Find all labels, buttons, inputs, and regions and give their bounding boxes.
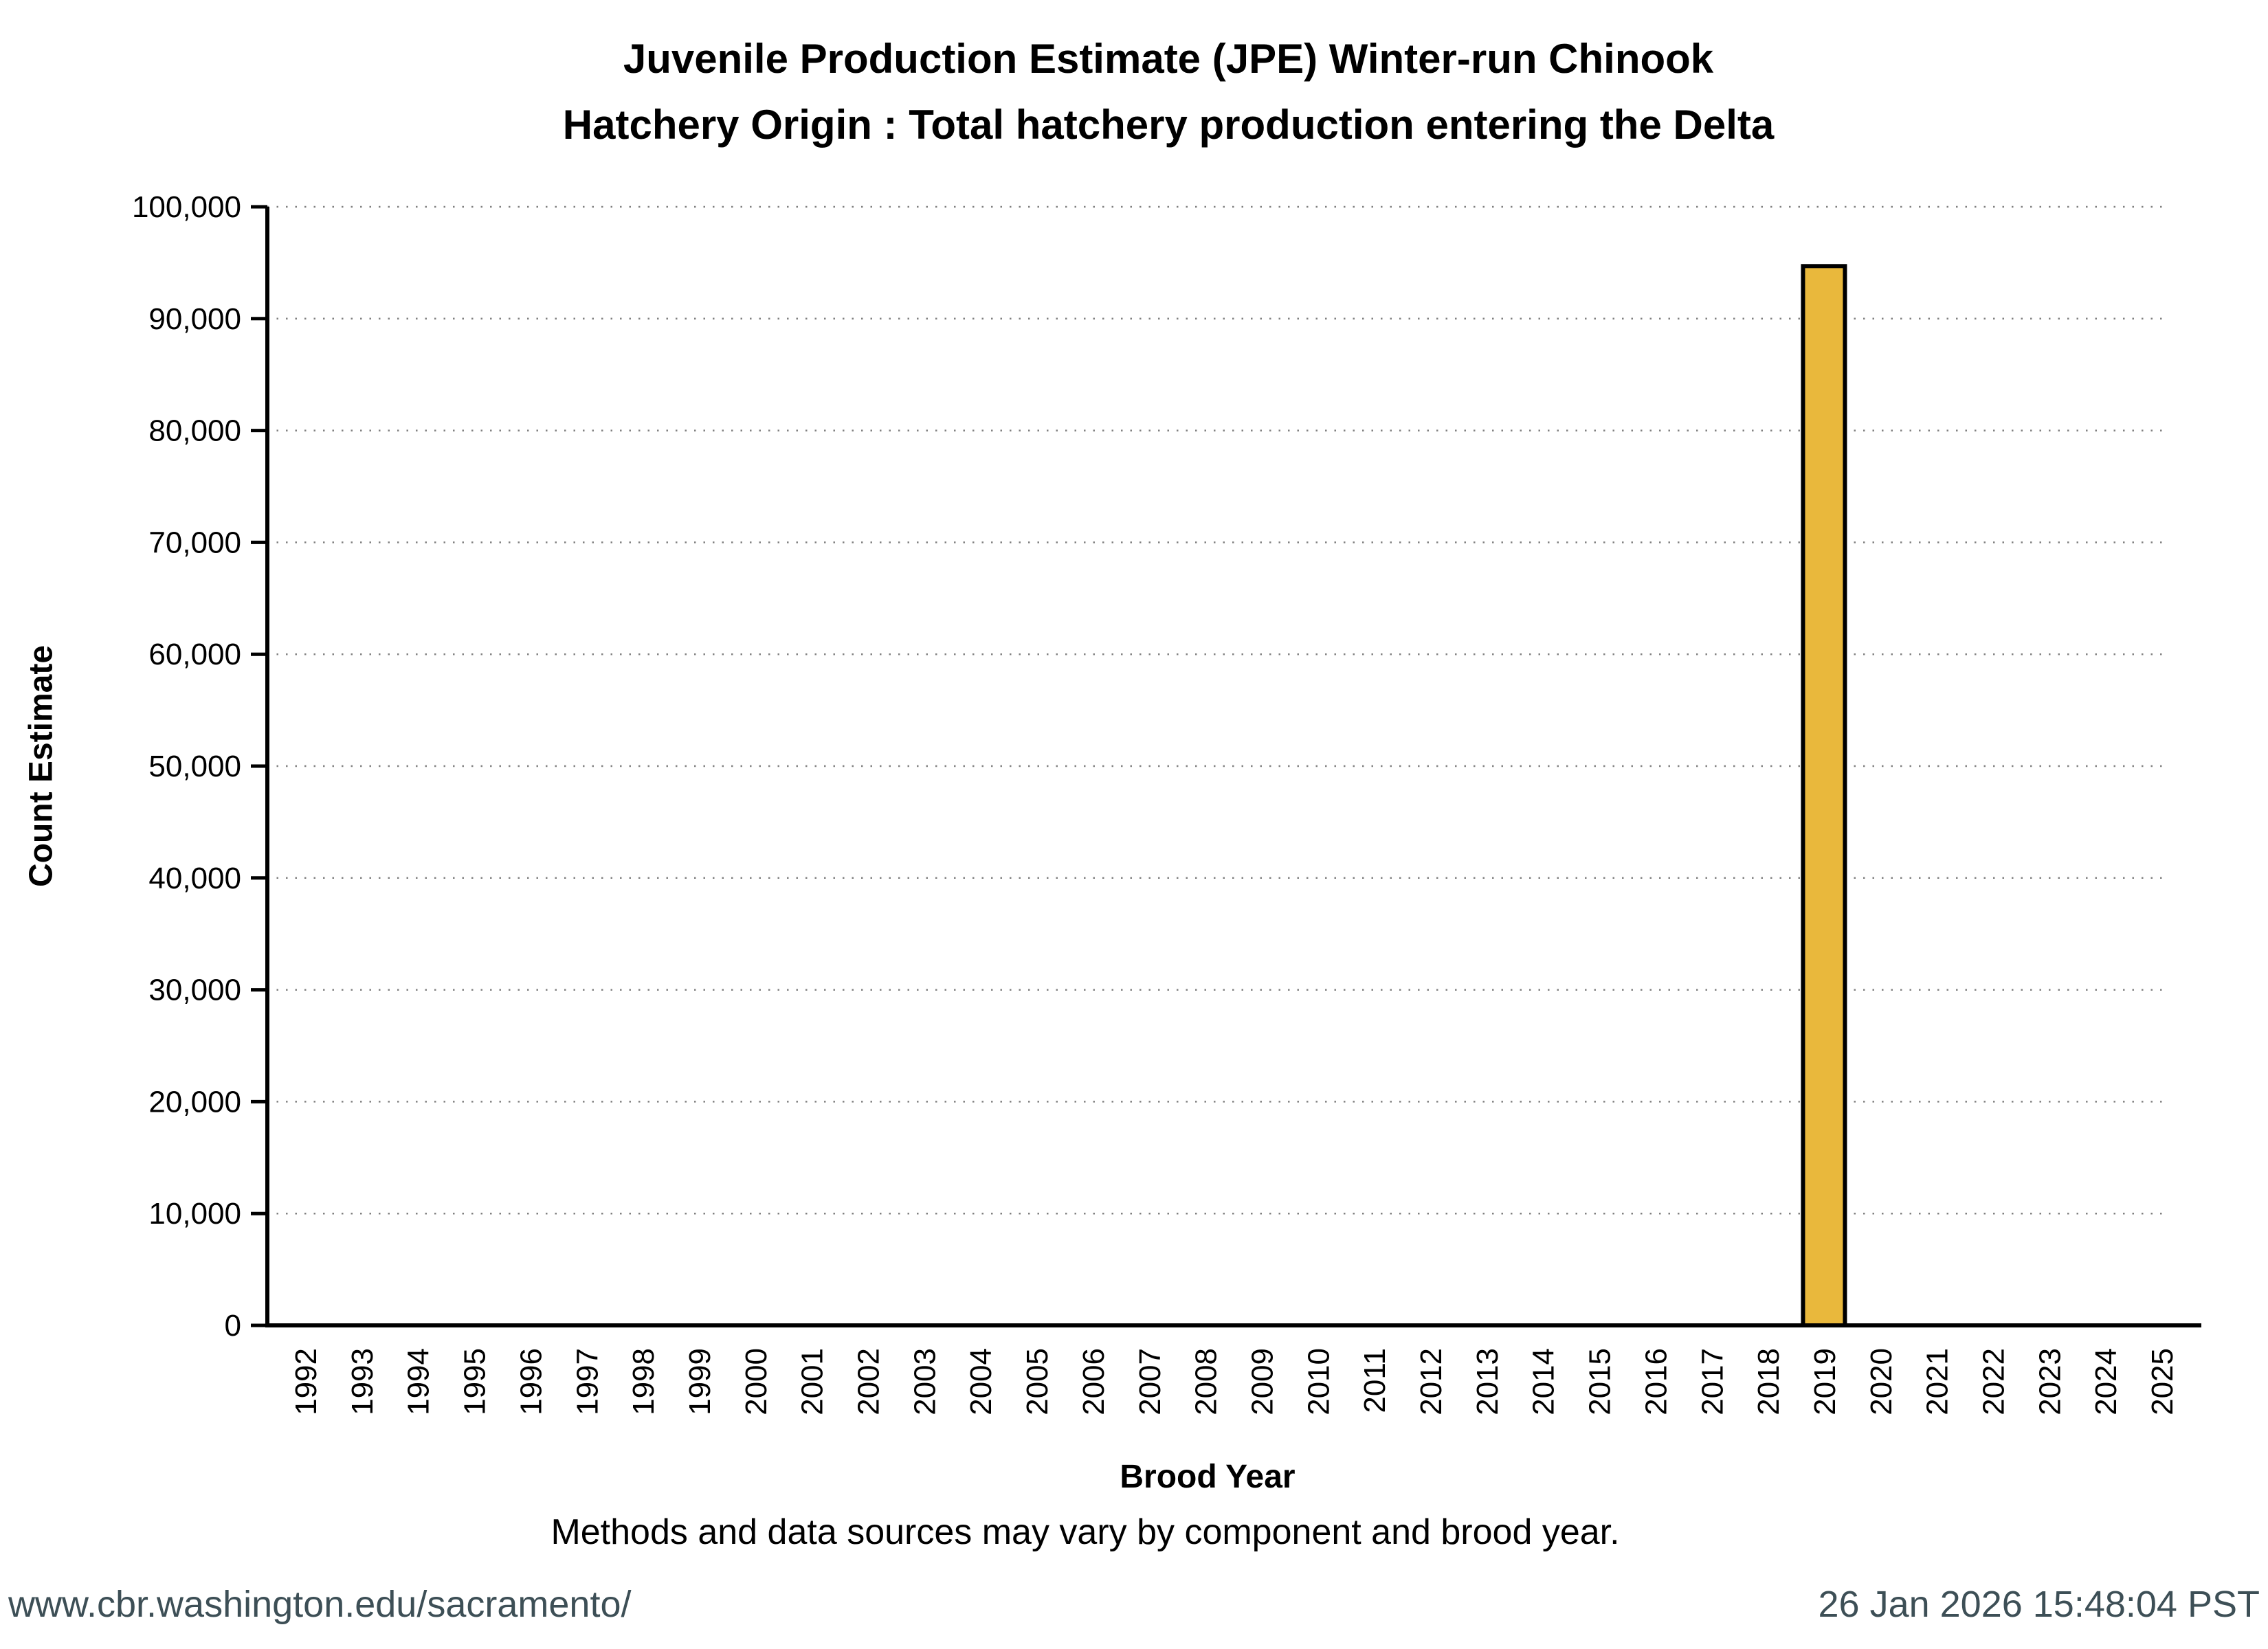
footer-timestamp: 26 Jan 2026 15:48:04 PST bbox=[1818, 1584, 2260, 1625]
x-tick-label: 2016 bbox=[1639, 1348, 1673, 1415]
x-axis-title: Brood Year bbox=[1120, 1459, 1296, 1495]
y-tick-label: 0 bbox=[225, 1309, 241, 1343]
x-tick-label: 2017 bbox=[1696, 1348, 1729, 1415]
x-tick-label: 2002 bbox=[852, 1348, 886, 1415]
x-tick-label: 2019 bbox=[1808, 1348, 1842, 1415]
methods-note: Methods and data sources may vary by com… bbox=[551, 1512, 1620, 1552]
x-tick-label: 2009 bbox=[1245, 1348, 1279, 1415]
x-tick-label: 2025 bbox=[2146, 1348, 2179, 1415]
footer-url: www.cbr.washington.edu/sacramento/ bbox=[8, 1584, 632, 1625]
x-tick-label: 2011 bbox=[1358, 1348, 1392, 1413]
bar-2019 bbox=[1801, 264, 1847, 1327]
x-tick-label: 1993 bbox=[346, 1348, 379, 1415]
x-tick-label: 2008 bbox=[1190, 1348, 1223, 1415]
y-tick-label: 40,000 bbox=[148, 862, 241, 895]
y-tick-label: 100,000 bbox=[132, 190, 241, 224]
x-tick-label: 2020 bbox=[1865, 1348, 1898, 1415]
y-tick-label: 90,000 bbox=[148, 302, 241, 336]
page-title-line2: Hatchery Origin : Total hatchery product… bbox=[562, 102, 1775, 148]
x-tick-label: 2000 bbox=[740, 1348, 773, 1415]
y-tick-label: 30,000 bbox=[148, 974, 241, 1007]
x-tick-label: 2013 bbox=[1471, 1348, 1504, 1415]
x-tick-label: 2001 bbox=[796, 1348, 830, 1415]
page-title-line1: Juvenile Production Estimate (JPE) Winte… bbox=[623, 36, 1714, 82]
x-tick-label: 1994 bbox=[402, 1348, 436, 1415]
x-tick-label: 1992 bbox=[289, 1348, 323, 1415]
y-tick-label: 70,000 bbox=[148, 526, 241, 559]
y-tick-label: 50,000 bbox=[148, 750, 241, 783]
y-tick-label: 10,000 bbox=[148, 1197, 241, 1231]
x-tick-label: 2015 bbox=[1583, 1348, 1617, 1415]
x-tick-label: 2012 bbox=[1414, 1348, 1448, 1415]
x-tick-label: 2003 bbox=[908, 1348, 942, 1415]
x-tick-label: 1998 bbox=[627, 1348, 660, 1415]
x-tick-label: 1997 bbox=[570, 1348, 604, 1415]
x-tick-label: 2023 bbox=[2033, 1348, 2067, 1415]
x-tick-label: 2005 bbox=[1021, 1348, 1054, 1415]
x-tick-label: 2014 bbox=[1527, 1348, 1561, 1415]
page-title: Juvenile Production Estimate (JPE) Winte… bbox=[69, 26, 2268, 158]
y-tick-label: 60,000 bbox=[148, 638, 241, 671]
x-tick-label: 1999 bbox=[683, 1348, 717, 1415]
x-tick-label: 2022 bbox=[1977, 1348, 2011, 1415]
x-tick-label: 2006 bbox=[1077, 1348, 1111, 1415]
y-tick-label: 80,000 bbox=[148, 414, 241, 448]
x-tick-label: 1995 bbox=[458, 1348, 492, 1415]
x-tick-label: 2021 bbox=[1921, 1348, 1955, 1415]
x-tick-label: 2024 bbox=[2089, 1348, 2123, 1415]
y-tick-label: 20,000 bbox=[148, 1085, 241, 1119]
x-tick-label: 2007 bbox=[1133, 1348, 1167, 1415]
x-tick-label: 1996 bbox=[514, 1348, 548, 1415]
y-axis-title: Count Estimate bbox=[23, 644, 60, 888]
x-tick-label: 2004 bbox=[964, 1348, 998, 1415]
x-tick-label: 2018 bbox=[1752, 1348, 1786, 1415]
x-tick-label: 2010 bbox=[1302, 1348, 1335, 1415]
